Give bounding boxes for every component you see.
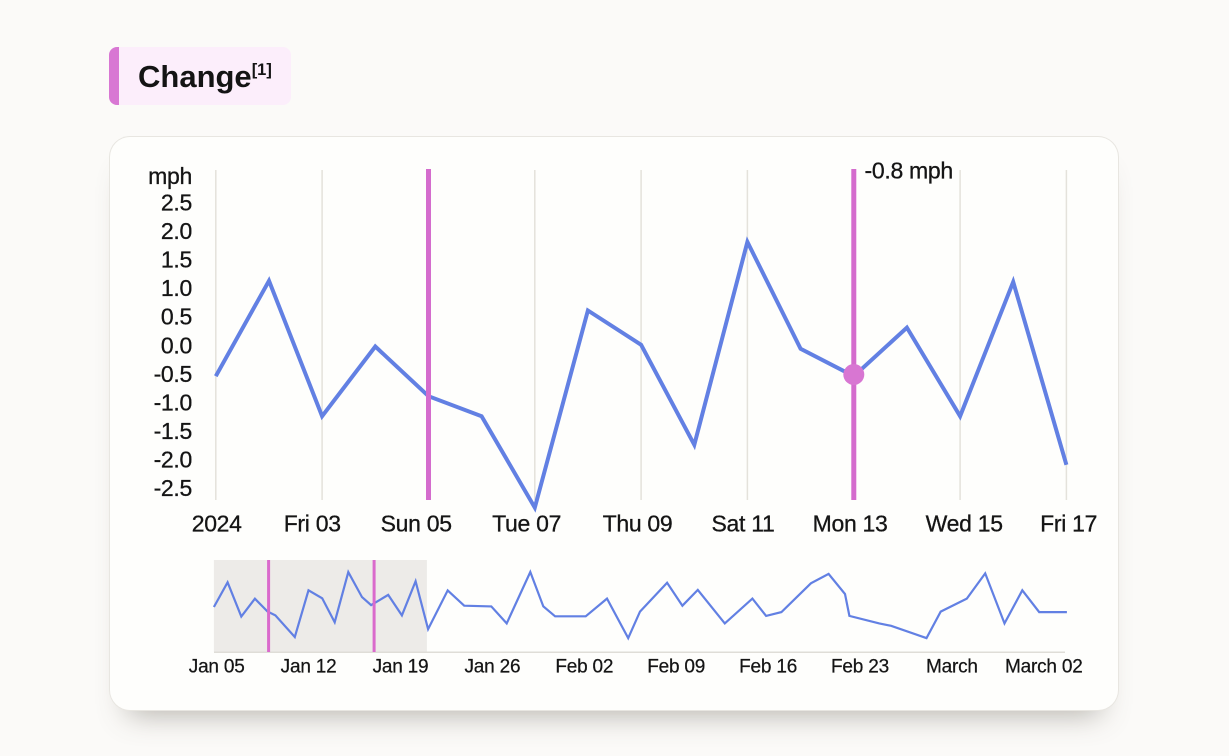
- svg-text:Mon 13: Mon 13: [813, 511, 888, 537]
- svg-text:Jan 05: Jan 05: [189, 656, 245, 677]
- svg-text:Fri 03: Fri 03: [284, 511, 341, 537]
- svg-text:Feb 23: Feb 23: [831, 656, 889, 677]
- svg-text:Feb 09: Feb 09: [647, 656, 705, 677]
- svg-text:1.0: 1.0: [161, 275, 192, 301]
- svg-text:Feb 02: Feb 02: [555, 656, 613, 677]
- svg-text:-2.0: -2.0: [154, 447, 192, 473]
- svg-text:Tue 07: Tue 07: [492, 511, 561, 537]
- svg-text:mph: mph: [148, 163, 192, 189]
- svg-text:-0.5: -0.5: [154, 361, 192, 387]
- svg-text:0.5: 0.5: [161, 304, 192, 330]
- svg-text:Jan 12: Jan 12: [281, 656, 337, 677]
- svg-text:Fri 17: Fri 17: [1040, 511, 1097, 537]
- svg-text:Jan 26: Jan 26: [464, 656, 520, 677]
- svg-text:Sat 11: Sat 11: [712, 511, 775, 537]
- svg-text:2024: 2024: [192, 511, 242, 537]
- svg-text:-1.0: -1.0: [154, 389, 192, 415]
- svg-text:0.0: 0.0: [161, 332, 192, 358]
- svg-text:Feb 16: Feb 16: [739, 656, 797, 677]
- svg-text:-0.8 mph: -0.8 mph: [865, 158, 953, 184]
- svg-text:Wed 15: Wed 15: [926, 511, 1003, 537]
- svg-text:1.5: 1.5: [161, 247, 192, 273]
- svg-text:-2.5: -2.5: [154, 475, 192, 501]
- svg-text:2.5: 2.5: [161, 189, 192, 215]
- svg-text:-1.5: -1.5: [154, 418, 192, 444]
- svg-text:Thu 09: Thu 09: [603, 511, 673, 537]
- svg-text:2.0: 2.0: [161, 218, 192, 244]
- svg-text:March: March: [926, 656, 978, 677]
- svg-text:March 02: March 02: [1005, 656, 1083, 677]
- svg-text:Jan 19: Jan 19: [373, 656, 429, 677]
- svg-text:Sun 05: Sun 05: [381, 511, 452, 537]
